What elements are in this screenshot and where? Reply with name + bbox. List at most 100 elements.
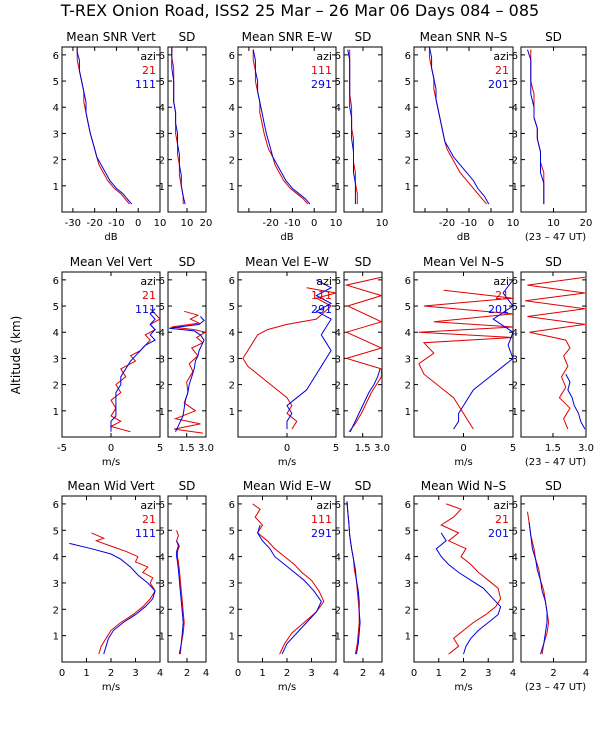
wid-ew-ytick-label: 2 xyxy=(229,605,235,616)
snr-ns-xtick-label: -10 xyxy=(461,218,477,229)
wid-ew-legend-entry: 291 xyxy=(311,527,332,540)
wid-vert-legend-entry: 111 xyxy=(135,527,156,540)
snr-vert-sd-ytick-label: 1 xyxy=(159,182,165,193)
vel-vert-sd-ytick-label: 3 xyxy=(159,354,165,365)
snr-ns-ytick-label: 5 xyxy=(405,77,411,88)
snr-ns-series-201 xyxy=(428,46,490,205)
wid-ns-sd-title: SD xyxy=(545,479,562,493)
vel-vert-xtick-label: -5 xyxy=(57,443,67,454)
snr-vert-ytick-label: 1 xyxy=(53,182,59,193)
snr-ns-sd-xtick-label: 10 xyxy=(547,218,560,229)
wid-ns-xtick-label: 0 xyxy=(411,668,417,679)
vel-ew-sd-ytick-label: 6 xyxy=(335,276,341,287)
wid-vert-sd-xtick-label: 4 xyxy=(203,668,209,679)
page-title: T-REX Onion Road, ISS2 25 Mar – 26 Mar 0… xyxy=(60,1,540,20)
snr-ns-series-21 xyxy=(428,47,487,205)
snr-vert-ytick-label: 5 xyxy=(53,77,59,88)
snr-ew-xtick-label: -20 xyxy=(262,218,278,229)
vel-ns-sd-ytick-label: 4 xyxy=(512,328,518,339)
vel-vert-xtick-label: 0 xyxy=(108,443,114,454)
snr-ns-sd-ytick-label: 4 xyxy=(512,103,518,114)
snr-ns-ytick-label: 3 xyxy=(405,129,411,140)
snr-vert-sd-xtick-label: 20 xyxy=(200,218,213,229)
vel-vert-sd-ytick-label: 1 xyxy=(159,407,165,418)
vel-ns-sd-xtick-label: 1.5 xyxy=(545,443,561,454)
wid-ew-xtick-label: 1 xyxy=(259,668,265,679)
snr-vert-ytick-label: 3 xyxy=(53,129,59,140)
wid-vert-sd-xtick-label: 2 xyxy=(184,668,190,679)
vel-ns-sd-ytick-label: 1 xyxy=(512,407,518,418)
wid-vert-xtick-label: 0 xyxy=(59,668,65,679)
snr-ew-legend-entry: 111 xyxy=(311,64,332,77)
vel-ns-xlabel: m/s xyxy=(454,457,472,468)
wid-ns-ytick-label: 3 xyxy=(405,579,411,590)
snr-ew-legend-entry: 291 xyxy=(311,78,332,91)
wid-ew-sd-ytick-label: 3 xyxy=(335,579,341,590)
wid-vert-ytick-label: 6 xyxy=(53,500,59,511)
snr-ns-sd-xlabel: (23 – 47 UT) xyxy=(525,232,586,243)
snr-ew-ytick-label: 6 xyxy=(229,51,235,62)
wid-ns-sd-ytick-label: 2 xyxy=(512,605,518,616)
wid-ns-sd-xlabel: (23 – 47 UT) xyxy=(525,682,586,693)
vel-ew-legend-header: azi xyxy=(316,275,332,288)
snr-vert-series-111 xyxy=(76,47,133,205)
vel-ns-series-201 xyxy=(453,279,514,430)
wid-ew-legend-entry: 111 xyxy=(311,513,332,526)
snr-vert-sd-ytick-label: 3 xyxy=(159,129,165,140)
snr-ns-sd-title: SD xyxy=(545,30,562,44)
snr-vert-xtick-label: -20 xyxy=(86,218,102,229)
snr-ns-legend-header: azi xyxy=(493,50,509,63)
vel-ew-series-291 xyxy=(286,279,333,430)
wid-vert-xtick-label: 1 xyxy=(83,668,89,679)
vel-ns-sd-title: SD xyxy=(545,255,562,269)
snr-vert-sd-series-21 xyxy=(171,47,184,205)
wid-ew-series-291 xyxy=(257,524,322,655)
wid-ew-title: Mean Wid E–W xyxy=(243,479,331,493)
snr-ew-xtick-label: 0 xyxy=(311,218,317,229)
wid-ew-ytick-label: 4 xyxy=(229,553,235,564)
snr-ns-xlabel: dB xyxy=(457,232,470,243)
vel-ew-sd-ytick-label: 5 xyxy=(335,302,341,313)
wid-ns-sd-xtick-label: 4 xyxy=(583,668,589,679)
wid-ns-sd-ytick-label: 3 xyxy=(512,579,518,590)
snr-ew-series-291 xyxy=(252,49,311,205)
vel-ns-xtick-label: 5 xyxy=(510,443,516,454)
vel-ns-xtick-label: 0 xyxy=(460,443,466,454)
wid-ew-ytick-label: 1 xyxy=(229,632,235,643)
wid-ew-sd-ytick-label: 4 xyxy=(335,553,341,564)
vel-ns-sd-ytick-label: 3 xyxy=(512,354,518,365)
wid-vert-sd-frame xyxy=(167,495,207,663)
snr-vert-ytick-label: 4 xyxy=(53,103,59,114)
vel-vert-sd-xtick-label: 1.5 xyxy=(179,443,195,454)
snr-ew-ytick-label: 4 xyxy=(229,103,235,114)
vel-ew-legend-entry: 111 xyxy=(311,289,332,302)
vel-ew-xtick-label: 5 xyxy=(333,443,339,454)
wid-ew-xlabel: m/s xyxy=(278,682,296,693)
vel-ew-legend-entry: 291 xyxy=(311,303,332,316)
snr-ns-sd-series-201 xyxy=(527,49,545,205)
snr-ns-ytick-label: 1 xyxy=(405,182,411,193)
snr-vert-xlabel: dB xyxy=(104,232,117,243)
wid-ew-sd-frame xyxy=(343,495,383,663)
snr-vert-ytick-label: 2 xyxy=(53,156,59,167)
snr-ns-ytick-label: 6 xyxy=(405,51,411,62)
wid-vert-ytick-label: 2 xyxy=(53,605,59,616)
vel-vert-xlabel: m/s xyxy=(102,457,120,468)
vel-ns-legend-header: azi xyxy=(493,275,509,288)
snr-ns-ytick-label: 4 xyxy=(405,103,411,114)
wid-ns-ytick-label: 2 xyxy=(405,605,411,616)
snr-ew-title: Mean SNR E–W xyxy=(242,30,333,44)
snr-ns-legend-entry: 201 xyxy=(488,78,509,91)
snr-vert-sd-ytick-label: 2 xyxy=(159,156,165,167)
wid-vert-xlabel: m/s xyxy=(102,682,120,693)
vel-vert-ytick-label: 6 xyxy=(53,276,59,287)
wid-ns-legend-entry: 201 xyxy=(488,527,509,540)
snr-ew-frame xyxy=(237,46,337,213)
wid-vert-sd-series-111 xyxy=(176,540,184,655)
vel-ew-title: Mean Vel E–W xyxy=(245,255,329,269)
wid-vert-sd-ytick-label: 3 xyxy=(159,579,165,590)
vel-ew-series-111 xyxy=(242,287,337,430)
wid-vert-sd-ytick-label: 1 xyxy=(159,632,165,643)
wid-ew-sd-xtick-label: 4 xyxy=(379,668,385,679)
snr-vert-legend-header: azi xyxy=(140,50,156,63)
